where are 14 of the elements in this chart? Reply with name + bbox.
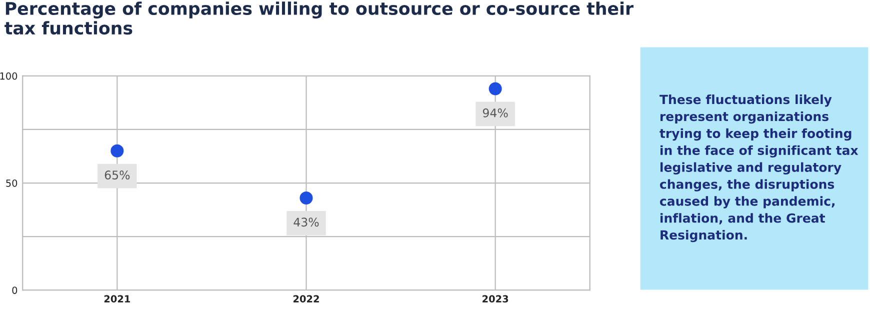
y-tick-label: 100: [0, 72, 18, 80]
data-label: 94%: [482, 108, 508, 118]
point: [110, 144, 124, 158]
data-label: 43%: [294, 218, 319, 227]
x-tick-label: 2022: [293, 295, 319, 302]
x-tick-label: 2021: [104, 295, 130, 302]
point: [488, 82, 502, 96]
text: These fluctuations likely represent organizations trying to keep their footing in the face of significant tax legislative and regulatory changes, the disruptions caused by the pandemic, inflation, and the Great Resignation.: [660, 94, 858, 242]
y-tick-label: 0: [12, 286, 18, 294]
point: [300, 192, 313, 205]
y-tick-label: 50: [6, 179, 18, 187]
chart-title: Percentage of companies willing to outsource or co-source their tax functions: [4, 2, 634, 35]
x-tick-label: 2023: [482, 295, 508, 302]
data-label: 65%: [104, 170, 130, 180]
